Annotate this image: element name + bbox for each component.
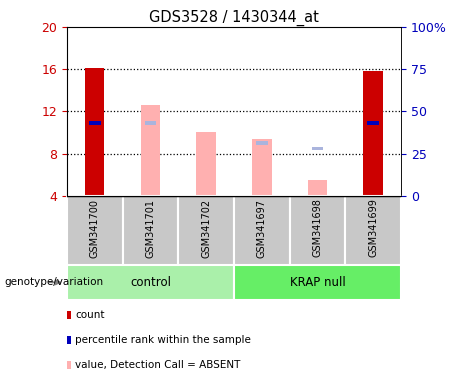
Bar <box>67 265 234 300</box>
Text: value, Detection Call = ABSENT: value, Detection Call = ABSENT <box>75 360 241 370</box>
Bar <box>196 132 216 196</box>
Text: count: count <box>75 310 105 320</box>
Text: KRAP null: KRAP null <box>290 276 345 289</box>
Text: GSM341697: GSM341697 <box>257 199 267 258</box>
Bar <box>290 196 345 265</box>
Title: GDS3528 / 1430344_at: GDS3528 / 1430344_at <box>149 9 319 25</box>
Bar <box>234 265 401 300</box>
Bar <box>67 196 123 265</box>
Text: control: control <box>130 276 171 289</box>
Bar <box>123 196 178 265</box>
Bar <box>178 196 234 265</box>
Bar <box>308 180 327 196</box>
Text: GSM341702: GSM341702 <box>201 199 211 258</box>
Text: genotype/variation: genotype/variation <box>5 277 104 287</box>
Bar <box>89 121 100 125</box>
Text: GSM341700: GSM341700 <box>90 199 100 258</box>
Bar <box>367 121 379 125</box>
Bar <box>256 141 268 145</box>
Text: percentile rank within the sample: percentile rank within the sample <box>75 335 251 345</box>
Bar <box>363 71 383 196</box>
Text: GSM341701: GSM341701 <box>145 199 155 258</box>
Bar <box>141 105 160 196</box>
Text: GSM341698: GSM341698 <box>313 199 323 258</box>
Bar <box>312 147 323 151</box>
Bar <box>85 68 105 196</box>
Text: GSM341699: GSM341699 <box>368 199 378 258</box>
Bar <box>252 139 272 196</box>
Bar <box>145 121 156 125</box>
Bar <box>345 196 401 265</box>
Bar <box>234 196 290 265</box>
